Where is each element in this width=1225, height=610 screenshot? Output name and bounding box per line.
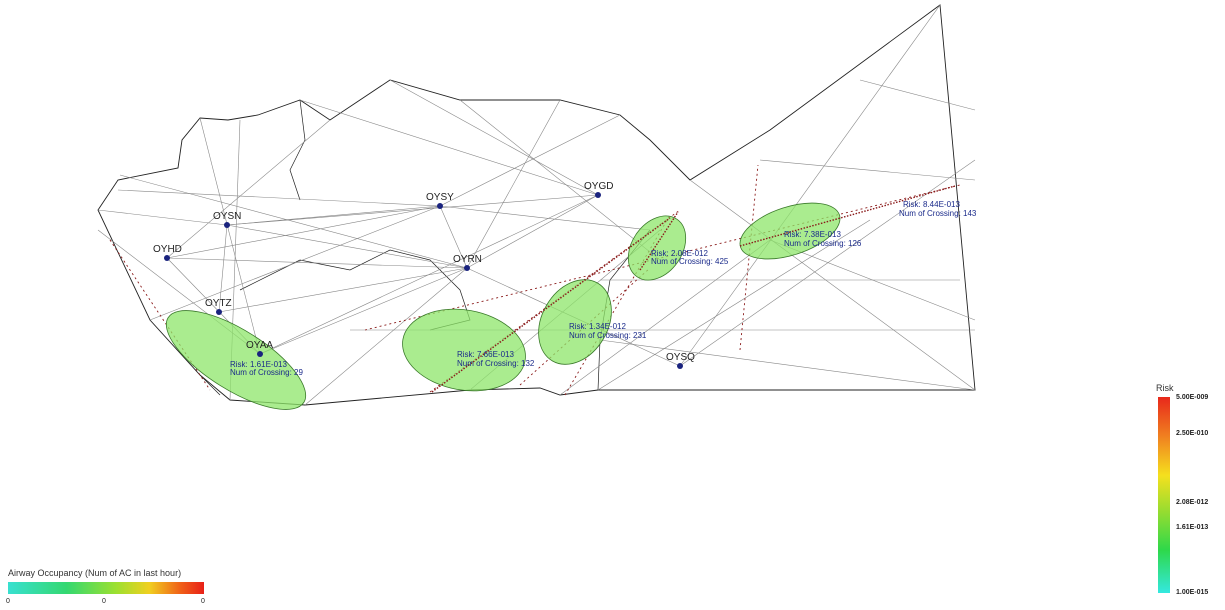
occupancy-tick-3: 0 xyxy=(201,598,205,605)
risk-tick-5: 1.00E-015 xyxy=(1176,589,1209,596)
airport-label-oytz: OYTZ xyxy=(205,298,232,309)
risk-legend-title: Risk xyxy=(1156,383,1174,393)
zone-5-crossings: Num of Crossing: 126 xyxy=(784,239,862,248)
zone-2-risk: Risk: 7.66E-013 xyxy=(457,350,514,359)
airport-dots xyxy=(164,192,683,369)
risk-tick-3: 2.08E-012 xyxy=(1176,499,1209,506)
risk-zone-4 xyxy=(627,215,687,281)
zone-6-crossings: Num of Crossing: 143 xyxy=(899,209,977,218)
risk-tick-4: 1.61E-013 xyxy=(1176,524,1209,531)
airport-label-oyrn: OYRN xyxy=(453,254,482,265)
airport-oygd xyxy=(595,192,601,198)
risk-tick-1: 5.00E-009 xyxy=(1176,394,1209,401)
occupancy-color-bar xyxy=(8,582,204,594)
zone-labels: Risk: 1.61E-013 Num of Crossing: 29 Risk… xyxy=(230,200,977,377)
occupancy-tick-1: 0 xyxy=(6,598,10,605)
airport-oytz xyxy=(216,309,222,315)
airport-label-oysq: OYSQ xyxy=(666,352,695,363)
airport-oysn xyxy=(224,222,230,228)
risk-color-bar xyxy=(1158,397,1170,593)
zone-1-risk: Risk: 1.61E-013 xyxy=(230,360,287,369)
airport-labels: OYSN OYHD OYTZ OYAA OYSY OYRN OYGD OYSQ xyxy=(153,181,695,363)
risk-zone-5 xyxy=(739,202,841,260)
risk-tick-2: 2.50E-010 xyxy=(1176,430,1209,437)
zone-4-risk: Risk: 2.08E-012 xyxy=(651,249,708,258)
zone-2-crossings: Num of Crossing: 132 xyxy=(457,359,535,368)
airport-oyrn xyxy=(464,265,470,271)
airport-oysq xyxy=(677,363,683,369)
risk-zone-2 xyxy=(402,308,526,392)
risk-zone-3 xyxy=(538,279,612,365)
zone-5-risk: Risk: 7.38E-013 xyxy=(784,230,841,239)
airport-label-oyaa: OYAA xyxy=(246,340,273,351)
zone-3-crossings: Num of Crossing: 231 xyxy=(569,331,647,340)
airport-label-oysn: OYSN xyxy=(213,211,241,222)
airport-label-oyhd: OYHD xyxy=(153,244,182,255)
airport-oyaa xyxy=(257,351,263,357)
occupancy-tick-2: 0 xyxy=(102,598,106,605)
risk-zones xyxy=(165,202,841,410)
region-boundary xyxy=(97,4,976,406)
occupancy-legend-title: Airway Occupancy (Num of AC in last hour… xyxy=(8,568,182,578)
zone-3-risk: Risk: 1.34E-012 xyxy=(569,322,626,331)
airport-label-oygd: OYGD xyxy=(584,181,613,192)
zone-4-crossings: Num of Crossing: 425 xyxy=(651,257,729,266)
zone-6-risk: Risk: 8.44E-013 xyxy=(903,200,960,209)
zone-1-crossings: Num of Crossing: 29 xyxy=(230,368,303,377)
airport-oyhd xyxy=(164,255,170,261)
risk-zone-1 xyxy=(165,310,307,410)
airport-label-oysy: OYSY xyxy=(426,192,454,203)
crossing-marks xyxy=(431,185,956,393)
airport-oysy xyxy=(437,203,443,209)
